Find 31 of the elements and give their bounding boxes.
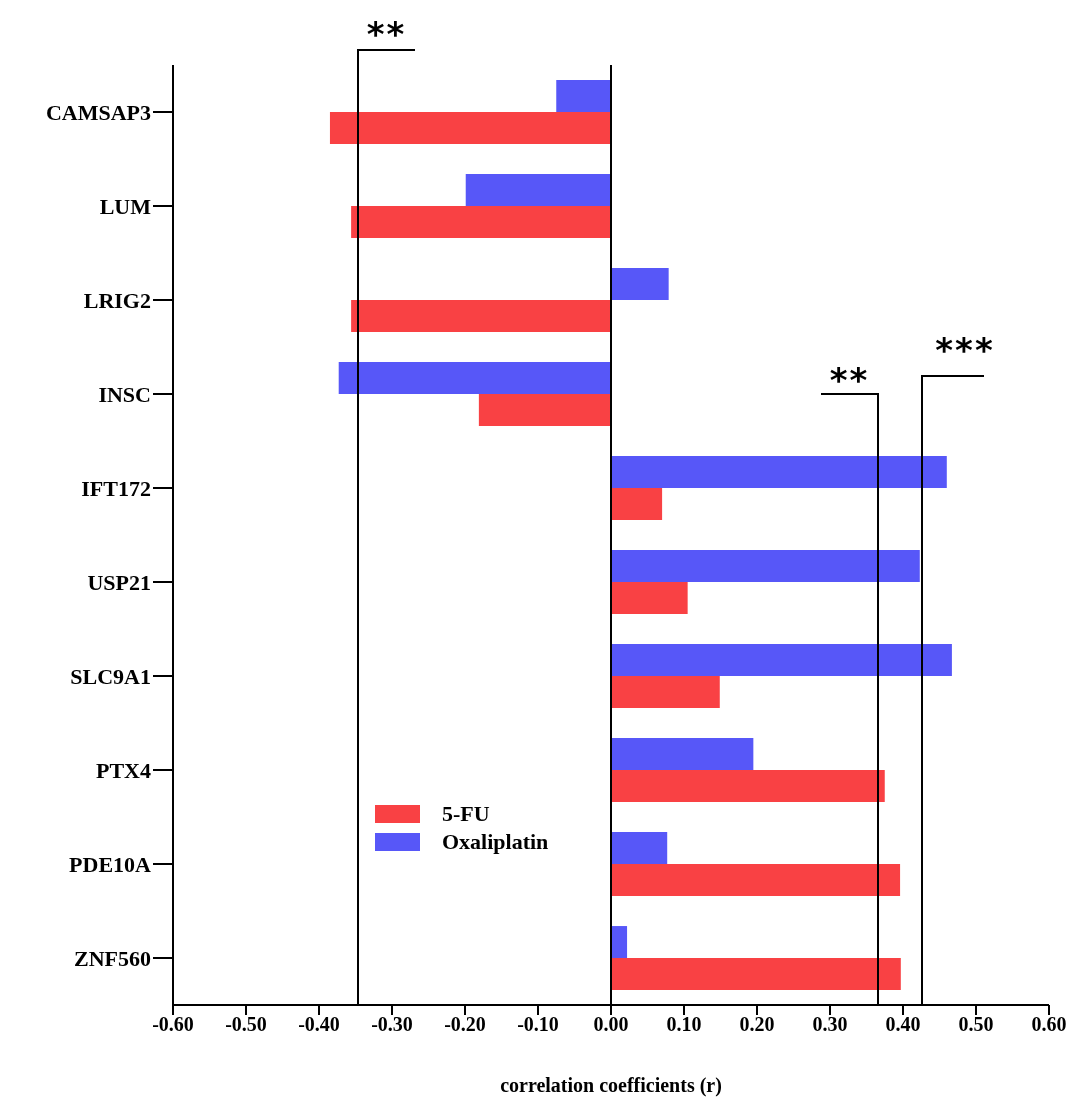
y-tick-label: SLC9A1 <box>70 663 151 689</box>
x-tick-label: -0.30 <box>371 1013 413 1036</box>
y-tick-label: CAMSAP3 <box>45 99 151 125</box>
x-tick-label: -0.10 <box>517 1013 559 1036</box>
x-axis-title: correlation coefficients (r) <box>500 1074 722 1097</box>
legend-label: Oxaliplatin <box>442 829 549 855</box>
y-tick-label: ZNF560 <box>74 945 151 971</box>
legend-label: 5-FU <box>442 801 490 827</box>
y-tick-label: LRIG2 <box>83 287 151 313</box>
x-tick-label: -0.50 <box>225 1013 267 1036</box>
y-tick-label: PDE10A <box>69 851 152 877</box>
x-tick-label: -0.40 <box>298 1013 340 1036</box>
x-tick-label: 0.40 <box>885 1013 921 1036</box>
significance-bracket: ** <box>820 360 879 1006</box>
x-tick-label: -0.60 <box>152 1013 194 1036</box>
y-tick-label: IFT172 <box>81 475 151 501</box>
x-tick-label: 0.30 <box>812 1013 848 1036</box>
significance-bracket: *** <box>921 330 995 1006</box>
x-tick-label: 0.60 <box>1031 1013 1067 1036</box>
y-tick-label: USP21 <box>87 569 151 595</box>
x-tick-label: 0.00 <box>593 1013 629 1036</box>
x-tick-label: -0.20 <box>444 1013 486 1036</box>
y-tick-label: PTX4 <box>96 757 151 783</box>
x-tick-label: 0.50 <box>958 1013 994 1036</box>
y-tick-label: INSC <box>98 381 151 407</box>
annotation: ** <box>829 360 870 400</box>
x-tick-label: 0.20 <box>739 1013 775 1036</box>
x-tick-label: 0.10 <box>666 1013 702 1036</box>
significance-bracket: ** <box>357 14 416 1006</box>
y-tick-label: LUM <box>99 193 152 219</box>
annotation: *** <box>935 330 995 370</box>
